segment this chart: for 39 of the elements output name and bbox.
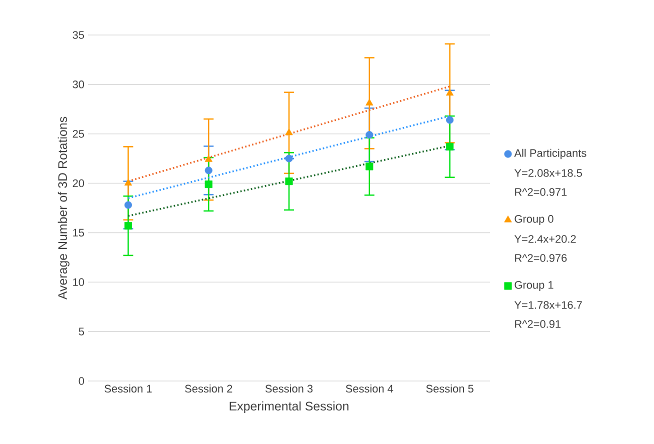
point <box>124 201 132 209</box>
point <box>124 178 132 186</box>
y-tick-label: 20 <box>72 179 84 188</box>
text: Y=2.4x+20.2 <box>514 235 576 243</box>
y-tick-label: 10 <box>73 278 84 286</box>
x-axis-title: Experimental Session <box>230 401 348 413</box>
text: R^2=0.971 <box>515 188 567 196</box>
point <box>204 166 212 174</box>
point <box>366 162 374 170</box>
legend-label: Group 0 <box>514 215 554 225</box>
y-tick-label: 35 <box>72 31 84 39</box>
legend-label: Group 1 <box>514 281 554 291</box>
y-tick-label: 5 <box>78 328 84 336</box>
point <box>285 178 293 186</box>
point <box>204 155 212 162</box>
point <box>366 131 374 139</box>
text: R^2=0.91 <box>515 320 561 328</box>
y-tick-label: 30 <box>72 80 84 88</box>
point <box>285 154 293 162</box>
y-tick-label: 15 <box>73 228 84 237</box>
y-tick-label: 0 <box>78 377 84 385</box>
text: Y=2.08x+18.5 <box>514 169 582 177</box>
text: R^2=0.976 <box>515 254 567 262</box>
point <box>446 142 454 150</box>
point <box>366 98 374 106</box>
point <box>204 180 212 188</box>
y-tick-label: 25 <box>72 130 84 138</box>
legend-label: All Participants <box>514 148 586 160</box>
point <box>446 88 454 96</box>
x-tick-label: Session 4 <box>346 384 394 393</box>
text: Y=1.78x+16.7 <box>514 301 582 309</box>
y-axis-title: Average Number of 3D Rotations <box>58 116 70 300</box>
x-tick-label: Session 1 <box>104 384 152 393</box>
point <box>285 128 293 136</box>
point <box>446 116 454 124</box>
x-tick-label: Session 2 <box>185 384 232 393</box>
x-tick-label: Session 5 <box>426 384 474 393</box>
point <box>124 222 132 230</box>
x-tick-label: Session 3 <box>265 384 313 393</box>
